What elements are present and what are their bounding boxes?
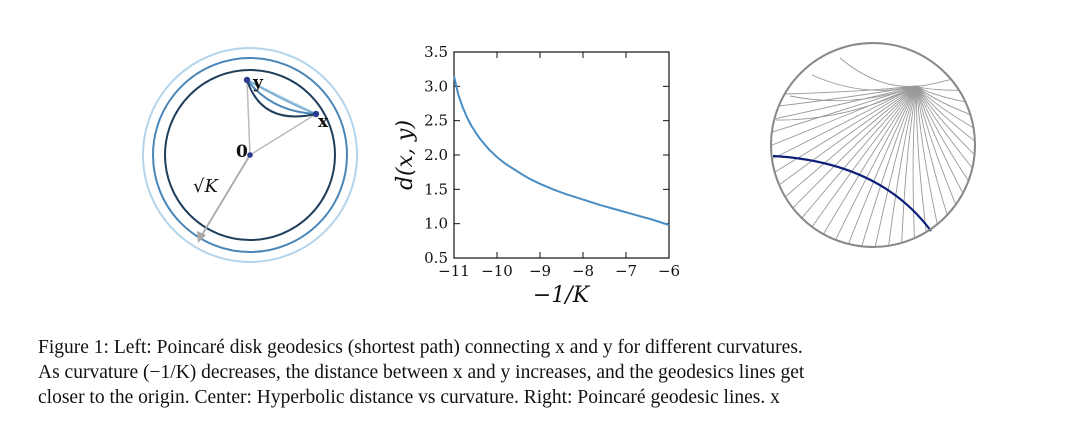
label-sqrt-k: √K xyxy=(193,176,219,197)
center-chart: −11 −10 −9 −8 −7 −6 0.5 1.0 1.5 2.0 2.5 3.0 3.5 −1/… xyxy=(393,43,680,308)
sqrt-k-arrow-line xyxy=(199,154,251,239)
gray-geodesic-line xyxy=(874,85,918,247)
x-tick-label: −9 xyxy=(529,262,551,280)
x-tick-label: −8 xyxy=(572,262,594,280)
gray-geodesic-line xyxy=(916,85,974,129)
gray-geodesic-line xyxy=(861,85,918,247)
gray-geodesic-line xyxy=(916,85,960,91)
left-panel: y x 0 √K xyxy=(142,47,358,263)
x-axis-label: −1/K xyxy=(533,283,591,308)
y-tick-label: 0.5 xyxy=(424,249,448,267)
gray-geodesic-line xyxy=(774,85,918,173)
radius-line-to-y xyxy=(246,79,251,156)
figure-caption: Figure 1: Left: Poincaré disk geodesics … xyxy=(38,335,1058,410)
point-x-marker xyxy=(312,110,320,118)
x-tick-label: −10 xyxy=(481,262,513,280)
y-axis-label: d(x, y) xyxy=(393,120,418,190)
gray-geodesic-line xyxy=(912,85,918,239)
origin-marker xyxy=(247,152,253,158)
inner-disk-circle xyxy=(164,69,336,241)
point-y-marker xyxy=(243,76,251,84)
gray-geodesic-line xyxy=(916,85,964,194)
gray-geodesic-line xyxy=(823,85,918,235)
caption-line-2: As curvature (−1/K) decreases, the dista… xyxy=(38,362,805,383)
geodesic-light xyxy=(246,79,317,115)
gray-geodesics xyxy=(771,57,975,247)
gray-geodesic-line xyxy=(771,85,918,146)
y-tick-label: 2.5 xyxy=(424,112,448,130)
gray-geodesic-line xyxy=(916,85,938,225)
gray-geodesic-line xyxy=(888,85,918,246)
gray-geodesic-line xyxy=(916,85,966,103)
caption-line-3: closer to the origin. Center: Hyperbolic… xyxy=(38,387,780,408)
gray-geodesic-line xyxy=(916,85,973,169)
gray-geodesic-line xyxy=(847,85,918,245)
geodesic-dark xyxy=(246,79,317,118)
geodesic-medium xyxy=(246,79,317,115)
gray-geodesic-line xyxy=(901,85,918,243)
gray-geodesic-line xyxy=(916,85,957,205)
middle-disk-circle xyxy=(152,57,348,253)
gray-geodesic-line xyxy=(811,74,918,91)
gray-geodesic-line xyxy=(789,85,918,102)
y-tick-label: 1.5 xyxy=(424,180,448,198)
label-x: x xyxy=(318,112,329,132)
gray-geodesic-line xyxy=(784,85,918,95)
gray-geodesic-line xyxy=(811,85,918,228)
gray-geodesic-line xyxy=(835,85,918,241)
sqrt-k-arrowhead xyxy=(197,231,206,243)
poincare-disk-boundary xyxy=(770,42,976,248)
gray-geodesic-line xyxy=(775,85,918,121)
x-tick-label: −7 xyxy=(615,262,637,280)
radius-line-to-x xyxy=(249,113,317,156)
x-tick-label: −11 xyxy=(438,262,470,280)
y-tick-label: 1.0 xyxy=(424,215,448,233)
y-ticks: 0.5 1.0 1.5 2.0 2.5 3.0 3.5 xyxy=(424,43,669,267)
gray-geodesic-line xyxy=(784,85,918,198)
y-tick-label: 3.0 xyxy=(424,77,448,95)
label-y: y xyxy=(252,73,264,93)
gray-geodesic-line xyxy=(801,85,918,219)
distance-curve xyxy=(453,75,670,226)
label-origin: 0 xyxy=(236,142,248,162)
gray-geodesic-line xyxy=(916,85,927,233)
caption-line-1: Figure 1: Left: Poincaré disk geodesics … xyxy=(38,337,803,358)
outer-disk-circle xyxy=(142,47,358,263)
gray-geodesic-line xyxy=(916,85,948,216)
gray-geodesic-line xyxy=(916,85,969,182)
gray-geodesic-line xyxy=(916,85,975,156)
y-tick-label: 2.0 xyxy=(424,146,448,164)
gray-geodesic-line xyxy=(916,85,975,142)
gray-geodesic-line xyxy=(839,57,918,87)
right-panel xyxy=(770,42,976,248)
plot-frame xyxy=(453,51,670,259)
gray-geodesic-line xyxy=(774,85,918,120)
gray-geodesic-line xyxy=(778,85,918,186)
y-tick-label: 3.5 xyxy=(424,43,448,61)
gray-geodesic-line xyxy=(792,85,918,209)
highlighted-geodesic xyxy=(772,154,932,232)
x-ticks: −11 −10 −9 −8 −7 −6 xyxy=(438,52,680,280)
gray-geodesic-line xyxy=(916,78,952,87)
x-tick-label: −6 xyxy=(658,262,680,280)
